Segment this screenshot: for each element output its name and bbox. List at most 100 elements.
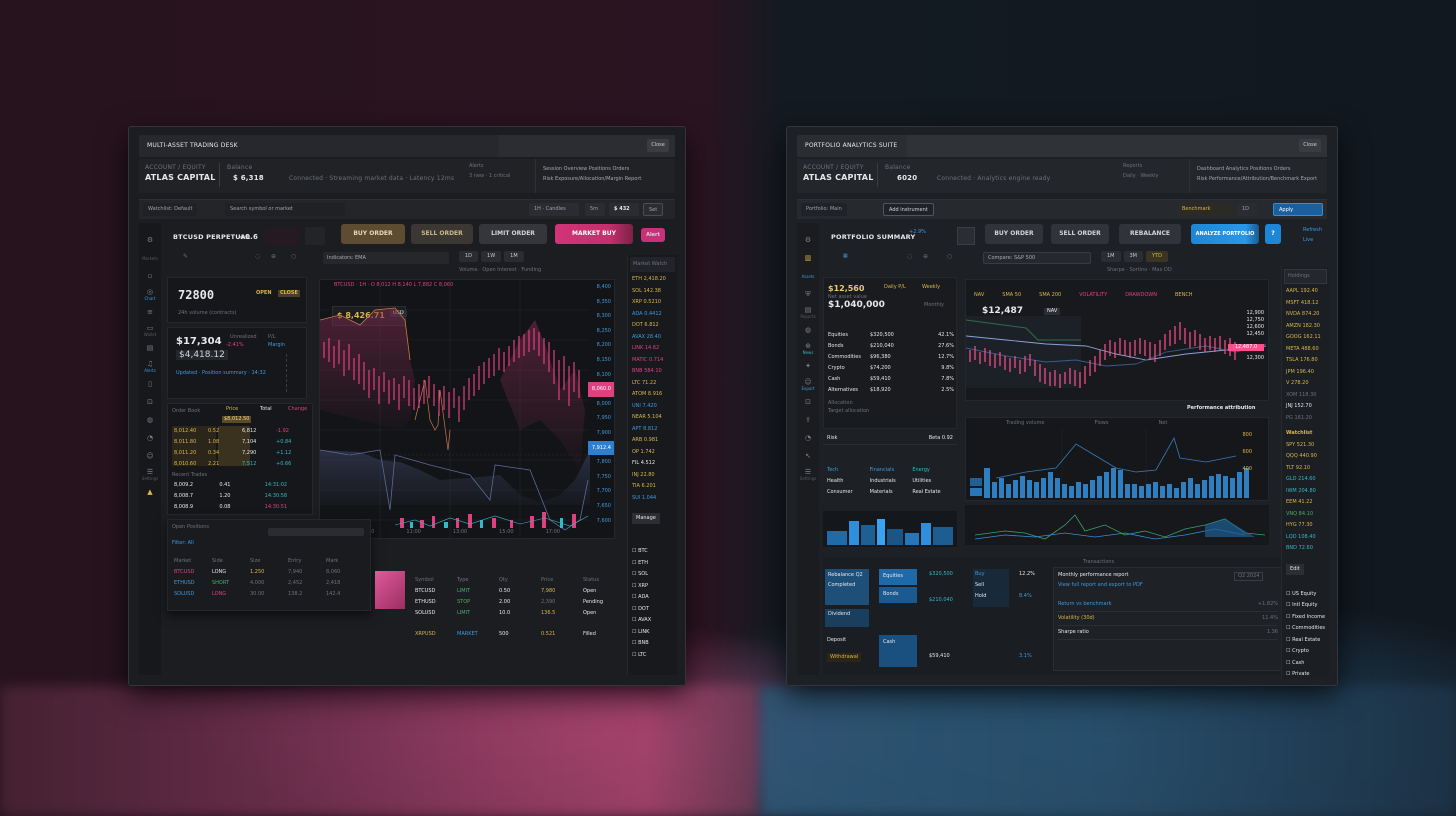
cursor-icon[interactable]: ◌ (907, 253, 913, 260)
checklist-item[interactable]: ☐ DOT (632, 605, 649, 612)
holding-item[interactable]: META 488.60 (1286, 345, 1319, 352)
nav-chart[interactable]: NAV SMA 50 SMA 200 VOLATILITY DRAWDOWN B… (965, 279, 1269, 401)
volume-chart[interactable]: Trading volume Flows Net (965, 417, 1269, 502)
checklist-item[interactable]: ☐ XRP (632, 582, 648, 589)
checklist-item[interactable]: ☐ Cash (1286, 659, 1305, 666)
buy-order-button[interactable]: BUY ORDER (985, 224, 1043, 244)
watch-item[interactable]: BND 72.60 (1286, 545, 1313, 551)
checklist-item[interactable]: ☐ Commodities (1286, 625, 1326, 631)
order-book-row[interactable]: 8,011.20 0.34 7,290 +1.12 (174, 450, 292, 456)
watch-item[interactable]: GLD 214.60 (1286, 476, 1316, 482)
cursor-icon[interactable]: ◌ (255, 253, 261, 260)
alert-pill-button[interactable]: Alert (641, 228, 665, 242)
market-item[interactable]: INJ 22.80 (632, 471, 655, 478)
allocation-row[interactable]: Cash $59,410 7.8% (828, 376, 954, 382)
transaction-card[interactable]: Dividend (825, 609, 869, 627)
checklist-item[interactable]: ☐ AVAX (632, 617, 652, 623)
market-item[interactable]: ATOM 8.916 (632, 391, 663, 397)
limit-order-button[interactable]: LIMIT ORDER (479, 224, 547, 244)
rebalance-button[interactable]: REBALANCE (1119, 224, 1181, 244)
sidebar-item-news[interactable]: ⊕ News (802, 341, 814, 355)
sidebar-item-pie[interactable]: ◔ (797, 429, 819, 447)
price-chip[interactable]: $ 432 (609, 203, 639, 216)
order-row[interactable]: SOLUSD LIMIT 10.0 136.5 Open (415, 610, 597, 616)
sidebar-item-markets[interactable]: Markets (142, 255, 158, 261)
watch-item[interactable]: VNQ 84.10 (1286, 510, 1313, 517)
checklist-item[interactable]: ☐ LINK (632, 628, 650, 635)
watch-item[interactable]: LQD 108.40 (1286, 533, 1316, 540)
sidebar-item-wallet[interactable]: ▭ Wallet (143, 323, 157, 337)
range-1m[interactable]: 1M (1101, 251, 1121, 262)
range-ytd[interactable]: YTD (1146, 251, 1168, 262)
market-item[interactable]: APT 8.812 (632, 425, 658, 432)
apply-button[interactable]: Apply (1273, 203, 1323, 216)
holding-item[interactable]: NVDA 874.20 (1286, 311, 1320, 317)
session-nav-primary[interactable]: Dashboard Analytics Positions Orders (1197, 166, 1291, 172)
market-item[interactable]: ARB 0.981 (632, 437, 659, 443)
watch-item[interactable]: TLT 92.10 (1286, 464, 1311, 471)
sidebar-item-assets[interactable]: Assets (801, 273, 815, 279)
market-item[interactable]: FIL 4.512 (632, 460, 656, 466)
price-chart[interactable]: BTCUSD · 1H · O 8,012 H 8,140 L 7,882 C … (319, 279, 615, 540)
range-1w[interactable]: 1W (481, 251, 502, 262)
market-item[interactable]: OP 1.742 (632, 448, 655, 455)
holding-item[interactable]: GOOG 162.11 (1286, 334, 1321, 340)
holding-item[interactable]: TSLA 176.80 (1286, 357, 1318, 363)
checklist-item[interactable]: ☐ BTC (632, 548, 648, 554)
reports-value[interactable]: Daily · Weekly (1123, 173, 1159, 179)
sidebar-item-overview[interactable]: ▥ (797, 249, 819, 267)
sidebar-item-pie[interactable]: ◔ (139, 429, 161, 447)
sidebar-item-cursor[interactable]: ↖ (797, 447, 819, 465)
sidebar-item-home[interactable]: ⚙ (139, 231, 161, 249)
checklist-item[interactable]: ☐ BNB (632, 640, 649, 646)
sidebar-item-trade[interactable]: ▫ (139, 267, 161, 285)
allocation-row[interactable]: Equities $320,500 42.1% (828, 332, 954, 338)
allocation-row[interactable]: Bonds $210,040 27.6% (828, 343, 954, 349)
positions-filter-label[interactable]: Filter: All (172, 540, 194, 546)
bonds-tile[interactable]: Bonds (879, 587, 917, 603)
market-item[interactable]: ADA 0.4412 (632, 310, 662, 317)
order-row[interactable]: BTCUSD LIMIT 0.50 7,980 Open (415, 588, 597, 594)
holding-item[interactable]: AMZN 182.30 (1286, 322, 1320, 329)
range-3m[interactable]: 3M (1123, 251, 1143, 262)
manage-button[interactable]: Manage (632, 513, 660, 524)
compare-select[interactable]: Compare: S&P 500 (983, 252, 1091, 264)
market-item[interactable]: SOL 142.38 (632, 287, 661, 294)
sidebar-item-alerts[interactable]: ♫ Alerts (144, 359, 156, 373)
sidebar-item-reports[interactable]: ▤ Reports (800, 305, 816, 319)
sidebar-item-home[interactable]: ⚙ (797, 231, 819, 249)
market-item[interactable]: SUI 1.044 (632, 494, 657, 501)
sidebar-item-lock[interactable]: ⊡ (797, 393, 819, 411)
holding-item[interactable]: JPM 196.40 (1286, 368, 1314, 375)
holding-item[interactable]: PG 161.20 (1286, 414, 1312, 421)
interval-button[interactable]: 5m (585, 203, 605, 216)
sidebar-item-alerts[interactable]: ◍ (797, 321, 819, 339)
cash-tile[interactable]: Cash (879, 635, 917, 667)
sidebar-item-globe[interactable]: ◍ (139, 411, 161, 429)
checklist-item[interactable]: ☐ ETH (632, 559, 649, 566)
position-row[interactable]: SOLUSD LONG 30.00 138.2 142.4 (174, 591, 341, 597)
order-row[interactable]: ETHUSD STOP 2.00 2,390 Pending (415, 599, 603, 605)
range-1m[interactable]: 1M (504, 251, 524, 262)
market-item[interactable]: TIA 6.201 (632, 483, 656, 489)
close-button[interactable]: Close (1299, 139, 1321, 152)
sidebar-item-lock[interactable]: ⊡ (139, 393, 161, 411)
market-item[interactable]: AVAX 28.40 (632, 333, 661, 340)
holding-item[interactable]: V 278.20 (1286, 380, 1309, 386)
allocation-row[interactable]: Crypto $74,200 9.8% (828, 365, 954, 371)
market-item[interactable]: ETH 2,418.20 (632, 276, 666, 282)
market-item[interactable]: XRP 0.5210 (632, 299, 661, 305)
sidebar-item-reports[interactable]: ▯ (139, 375, 161, 393)
watchlist-tab[interactable]: Watchlist: Default (143, 203, 198, 216)
checklist-item[interactable]: ☐ US Equity (1286, 590, 1317, 597)
sidebar-item-export[interactable]: ⇪ (797, 411, 819, 429)
benchmark-select[interactable]: Benchmark (1177, 203, 1233, 216)
market-item[interactable]: MATIC 0.714 (632, 356, 664, 363)
sidebar-item-news[interactable]: ▤ (139, 339, 161, 357)
search-input[interactable]: Search symbol or market (225, 203, 345, 216)
equities-tile[interactable]: Equities (879, 569, 917, 585)
watch-item[interactable]: HYG 77.30 (1286, 522, 1313, 528)
live-link[interactable]: Live (1303, 237, 1314, 243)
holding-item[interactable]: MSFT 418.12 (1286, 299, 1319, 306)
sell-order-button[interactable]: SELL ORDER (1051, 224, 1109, 244)
